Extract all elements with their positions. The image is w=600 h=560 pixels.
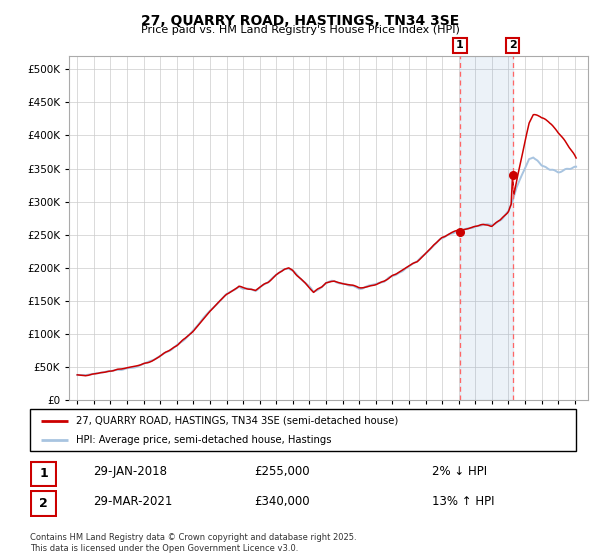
- FancyBboxPatch shape: [31, 491, 56, 516]
- Text: £340,000: £340,000: [254, 494, 310, 508]
- FancyBboxPatch shape: [30, 409, 576, 451]
- Text: 2: 2: [509, 40, 517, 50]
- Text: Price paid vs. HM Land Registry's House Price Index (HPI): Price paid vs. HM Land Registry's House …: [140, 25, 460, 35]
- Text: 2% ↓ HPI: 2% ↓ HPI: [432, 465, 487, 478]
- Text: 29-JAN-2018: 29-JAN-2018: [93, 465, 167, 478]
- Bar: [460, 56, 512, 400]
- Text: 1: 1: [39, 467, 48, 480]
- Text: £255,000: £255,000: [254, 465, 310, 478]
- Text: HPI: Average price, semi-detached house, Hastings: HPI: Average price, semi-detached house,…: [76, 435, 332, 445]
- Text: 13% ↑ HPI: 13% ↑ HPI: [432, 494, 494, 508]
- Text: 27, QUARRY ROAD, HASTINGS, TN34 3SE: 27, QUARRY ROAD, HASTINGS, TN34 3SE: [141, 14, 459, 28]
- Text: 29-MAR-2021: 29-MAR-2021: [93, 494, 172, 508]
- Text: 1: 1: [456, 40, 464, 50]
- Text: 2: 2: [39, 497, 48, 510]
- Text: 27, QUARRY ROAD, HASTINGS, TN34 3SE (semi-detached house): 27, QUARRY ROAD, HASTINGS, TN34 3SE (sem…: [76, 416, 398, 426]
- FancyBboxPatch shape: [31, 461, 56, 486]
- Text: Contains HM Land Registry data © Crown copyright and database right 2025.
This d: Contains HM Land Registry data © Crown c…: [30, 533, 356, 553]
